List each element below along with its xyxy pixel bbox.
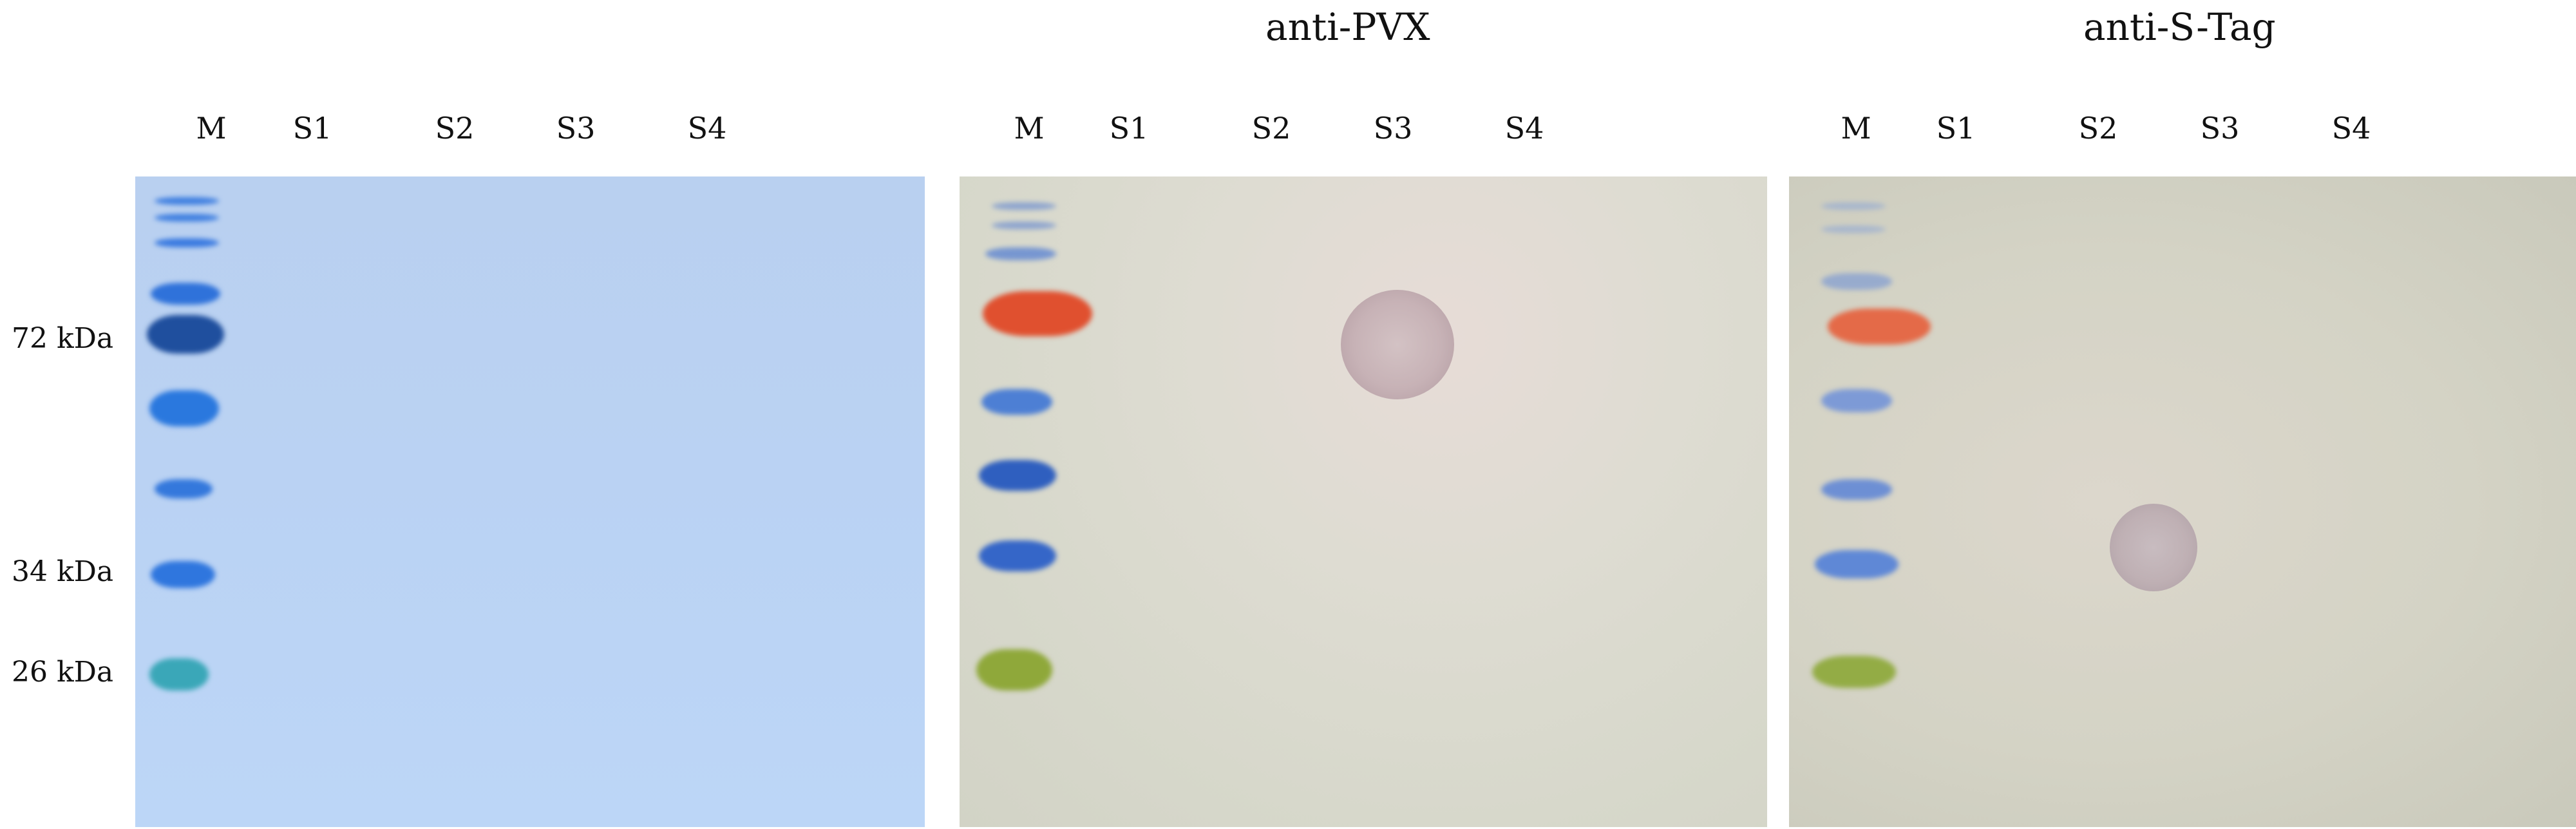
marker-band	[149, 658, 209, 691]
marker-band	[979, 540, 1056, 571]
marker-band	[1821, 202, 1886, 210]
marker-band	[1812, 656, 1896, 688]
marker-band	[149, 390, 219, 426]
marker-band	[981, 389, 1052, 415]
marker-band	[983, 291, 1092, 336]
lane-label-s3: S3	[1373, 111, 1413, 146]
detection-spot	[1341, 290, 1454, 399]
marker-band	[1815, 550, 1899, 578]
marker-band	[155, 238, 219, 247]
marker-band	[992, 202, 1056, 210]
detection-spot	[2110, 504, 2197, 591]
marker-band	[985, 247, 1056, 260]
panel-title-anti-s-tag: anti-S-Tag	[2083, 5, 2276, 49]
lane-label-s2: S2	[2078, 111, 2118, 146]
lane-label-s2: S2	[435, 111, 475, 146]
marker-band	[979, 460, 1056, 491]
marker-band	[1821, 389, 1892, 412]
marker-band	[992, 222, 1056, 229]
lane-label-s4: S4	[1504, 111, 1544, 146]
panel-title-anti-pvx: anti-PVX	[1265, 5, 1430, 49]
marker-band	[1821, 225, 1886, 233]
marker-band	[155, 479, 213, 499]
marker-label-26kda: 26 kDa	[12, 656, 114, 689]
marker-band	[976, 649, 1052, 691]
gel-image	[135, 176, 925, 827]
blot-image-anti-s-tag	[1789, 176, 2576, 827]
marker-band	[151, 561, 215, 588]
marker-band	[147, 315, 224, 354]
lane-label-s1: S1	[1936, 111, 1976, 146]
marker-band	[1821, 479, 1892, 500]
lane-label-s1: S1	[292, 111, 332, 146]
lane-label-s3: S3	[2200, 111, 2240, 146]
lane-label-m: M	[1841, 111, 1871, 146]
marker-band	[155, 197, 219, 205]
lane-label-s1: S1	[1109, 111, 1149, 146]
lane-label-s4: S4	[687, 111, 727, 146]
marker-label-34kda: 34 kDa	[12, 555, 114, 588]
lane-label-s3: S3	[556, 111, 596, 146]
marker-band	[151, 283, 220, 305]
lane-label-m: M	[196, 111, 227, 146]
lane-label-m: M	[1014, 111, 1045, 146]
marker-band	[1821, 273, 1892, 290]
blot-image-anti-pvx	[960, 176, 1767, 827]
lane-label-s4: S4	[2331, 111, 2371, 146]
marker-band	[155, 214, 219, 222]
marker-label-72kda: 72 kDa	[12, 322, 114, 355]
marker-band	[1828, 309, 1931, 345]
lane-label-s2: S2	[1251, 111, 1291, 146]
